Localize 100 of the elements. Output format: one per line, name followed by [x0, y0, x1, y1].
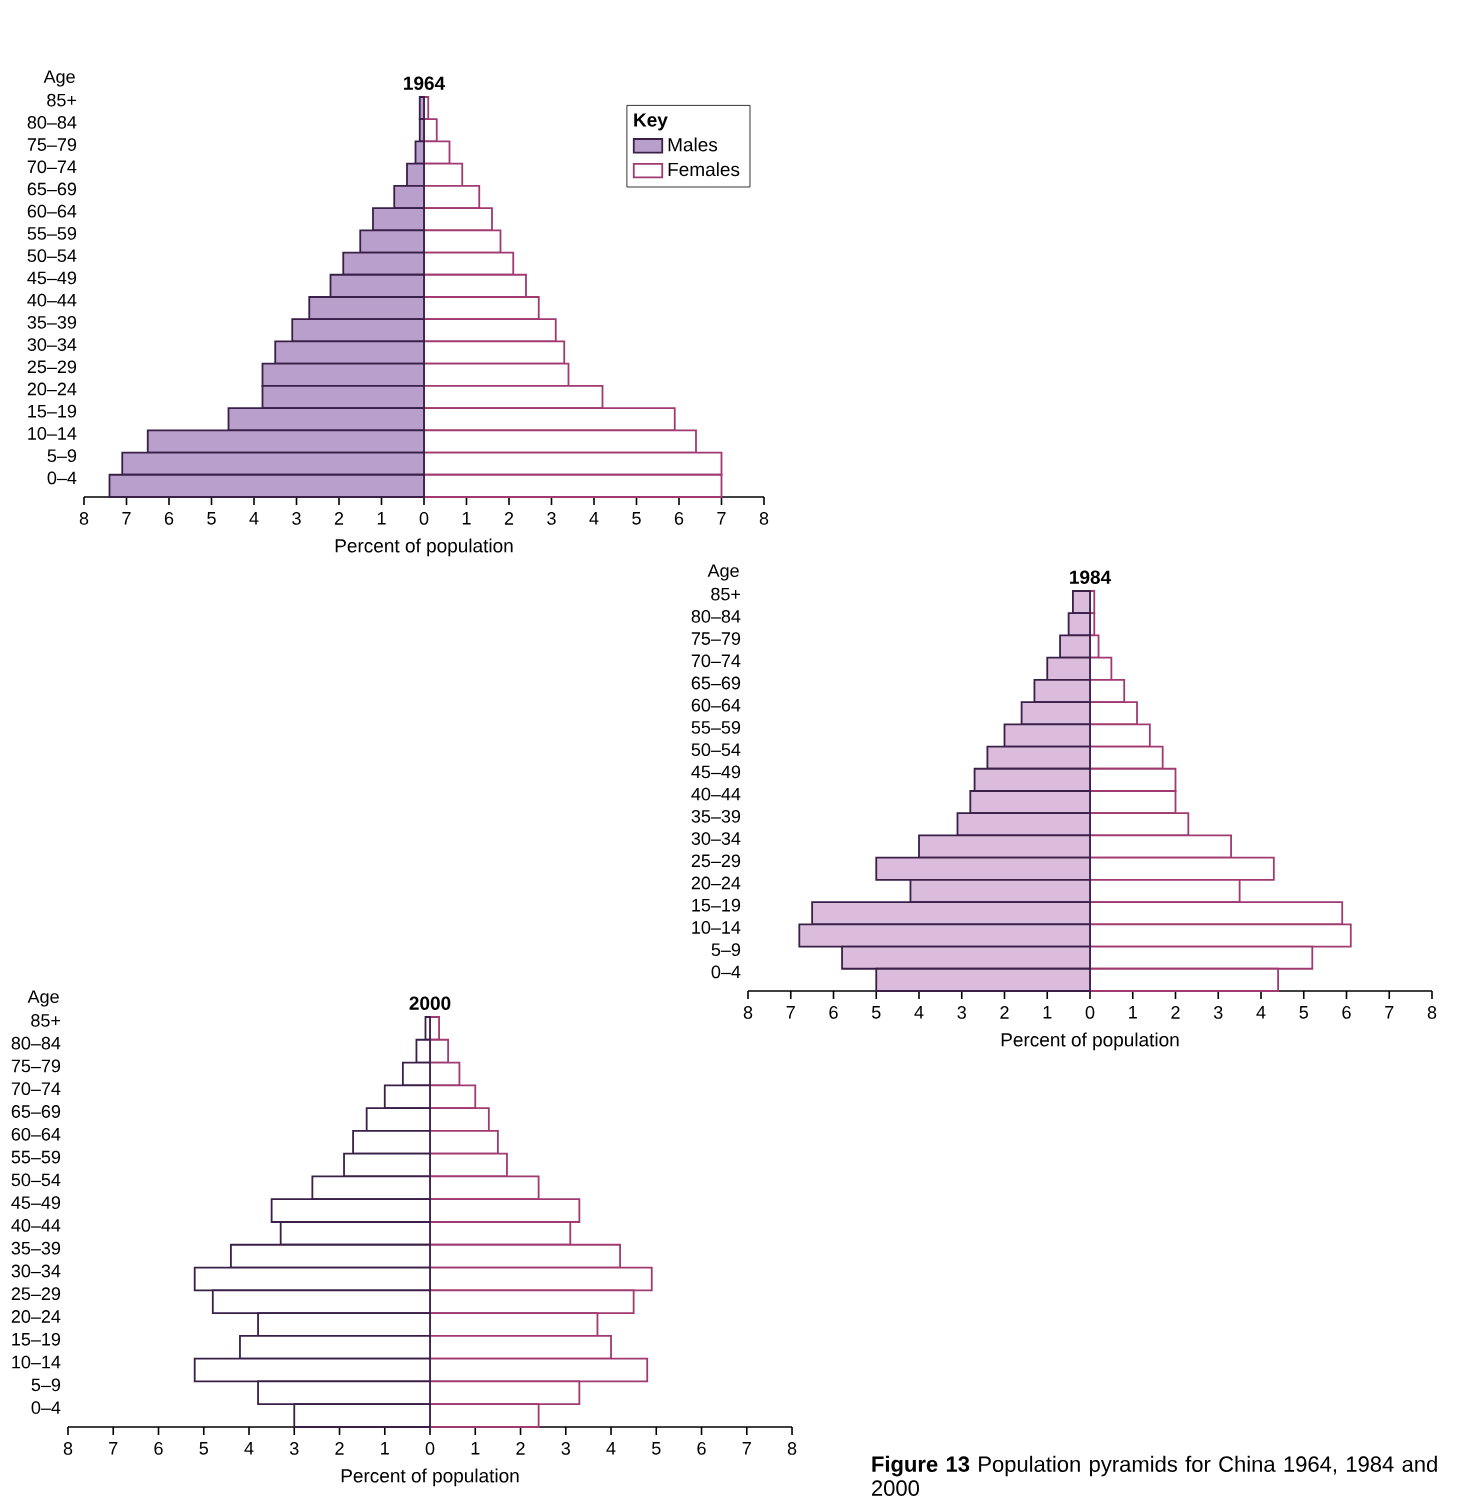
x-tick-label: 6	[1342, 1006, 1351, 1019]
y-tick-label: 25–29	[691, 854, 741, 868]
x-axis-title: Percent of population	[335, 538, 513, 557]
x-tick-label: 5	[1299, 1006, 1308, 1019]
y-tick-label: 65–69	[27, 182, 77, 196]
y-tick-label: 65–69	[11, 1105, 61, 1118]
x-tick-label: 1	[377, 512, 386, 525]
y-tick-label: 15–19	[12, 1332, 61, 1346]
y-tick-label: 40–44	[27, 293, 77, 307]
x-tick-label: 4	[1256, 1006, 1266, 1019]
y-tick-label: 5–9	[711, 943, 741, 957]
y-tick-label: 45–49	[691, 765, 741, 779]
y-tick-label: 40–44	[11, 1219, 61, 1232]
x-tick-label: 0	[419, 512, 429, 525]
y-tick-label: 75–79	[11, 1059, 61, 1073]
x-tick-label: 1	[1043, 1006, 1052, 1019]
x-tick-label: 4	[914, 1006, 924, 1019]
y-tick-label: 25–29	[27, 360, 77, 374]
x-tick-label: 2	[334, 512, 344, 525]
y-tick-label: 65–69	[691, 676, 741, 690]
x-tick-label: 8	[743, 1006, 753, 1019]
x-tick-label: 1	[381, 1442, 389, 1455]
x-tick-label: 7	[109, 1442, 118, 1455]
x-tick-label: 1	[462, 512, 471, 525]
x-tick-label: 0	[1085, 1006, 1095, 1019]
y-tick-label: 50–54	[27, 249, 77, 263]
x-tick-label: 5	[199, 1442, 208, 1455]
y-tick-label: 55–59	[691, 721, 741, 734]
x-tick-label: 7	[717, 512, 726, 525]
y-tick-label: 35–39	[27, 315, 77, 329]
x-tick-label: 3	[1213, 1006, 1223, 1019]
y-tick-label: 35–39	[11, 1241, 61, 1255]
x-tick-label: 7	[786, 1006, 795, 1019]
x-tick-label: 8	[759, 512, 769, 525]
chart-title: 1984	[1070, 570, 1112, 584]
x-tick-label: 1	[1129, 1006, 1137, 1019]
x-tick-label: 3	[561, 1442, 570, 1455]
y-tick-label: 20–24	[27, 382, 77, 396]
y-tick-label: 20–24	[11, 1310, 61, 1323]
x-tick-label: 8	[63, 1442, 73, 1455]
x-tick-label: 6	[697, 1442, 706, 1455]
y-tick-label: 0–4	[711, 965, 741, 979]
x-tick-label: 7	[742, 1442, 751, 1455]
y-tick-label: 10–14	[12, 1355, 61, 1369]
y-tick-label: 25–29	[11, 1287, 61, 1301]
y-tick-label: 15–19	[692, 898, 741, 912]
x-tick-label: 0	[425, 1442, 435, 1455]
y-tick-label: 10–14	[692, 921, 741, 934]
y-tick-label: 5–9	[31, 1378, 61, 1392]
text: Figure 13 Population pyramids for China 1964, 1984 and 2000	[872, 1455, 1437, 1496]
x-tick-label: 6	[154, 1442, 163, 1455]
x-tick-label: 3	[292, 512, 301, 525]
x-tick-label: 2	[335, 1442, 344, 1455]
y-tick-label: 75–79	[691, 632, 741, 645]
y-tick-label: 30–34	[27, 338, 77, 351]
y-tick-label: 60–64	[691, 698, 741, 712]
x-tick-label: 2	[1171, 1006, 1180, 1019]
y-axis-title: Age	[27, 990, 59, 1007]
x-tick-label: 8	[1427, 1006, 1437, 1019]
y-tick-label: 50–54	[691, 743, 741, 757]
y-tick-label: 85+	[47, 93, 77, 107]
x-tick-label: 5	[871, 1006, 881, 1019]
y-tick-label: 10–14	[28, 427, 77, 440]
legend-label: Females	[668, 162, 740, 177]
y-tick-label: 60–64	[27, 204, 77, 218]
y-tick-label: 35–39	[691, 809, 741, 823]
y-tick-label: 0–4	[31, 1401, 61, 1414]
x-axis-title: Percent of population	[1001, 1032, 1179, 1051]
x-tick-label: 2	[504, 512, 514, 525]
y-tick-label: 80–84	[27, 115, 77, 129]
x-tick-label: 7	[1385, 1006, 1394, 1019]
x-tick-label: 2	[1000, 1006, 1009, 1019]
x-tick-label: 5	[207, 512, 216, 525]
y-tick-label: 80–84	[691, 609, 741, 623]
legend-label: Males	[668, 137, 718, 152]
y-tick-label: 70–74	[691, 654, 741, 668]
y-tick-label: 30–34	[691, 832, 741, 845]
y-tick-label: 15–19	[28, 404, 77, 418]
x-tick-label: 5	[651, 1442, 661, 1455]
chart-title: 1964	[404, 76, 446, 90]
y-tick-label: 50–54	[11, 1173, 61, 1187]
x-tick-label: 3	[957, 1006, 966, 1019]
y-tick-label: 30–34	[11, 1264, 61, 1278]
x-tick-label: 3	[547, 512, 556, 525]
x-tick-label: 3	[289, 1442, 299, 1455]
x-tick-label: 2	[516, 1442, 525, 1455]
chart-title: 2000	[409, 996, 451, 1010]
y-tick-label: 5–9	[47, 449, 77, 463]
y-tick-label: 80–84	[11, 1036, 61, 1050]
y-tick-label: 20–24	[691, 876, 741, 890]
x-tick-label: 8	[787, 1442, 797, 1455]
y-axis-title: Age	[707, 564, 739, 581]
x-tick-label: 4	[589, 512, 599, 525]
x-tick-label: 1	[471, 1442, 480, 1455]
x-tick-label: 6	[829, 1006, 838, 1019]
y-tick-label: 55–59	[11, 1150, 61, 1164]
x-tick-label: 6	[164, 512, 174, 525]
y-tick-label: 75–79	[27, 138, 77, 151]
y-tick-label: 0–4	[47, 471, 77, 485]
y-tick-label: 60–64	[11, 1127, 61, 1141]
